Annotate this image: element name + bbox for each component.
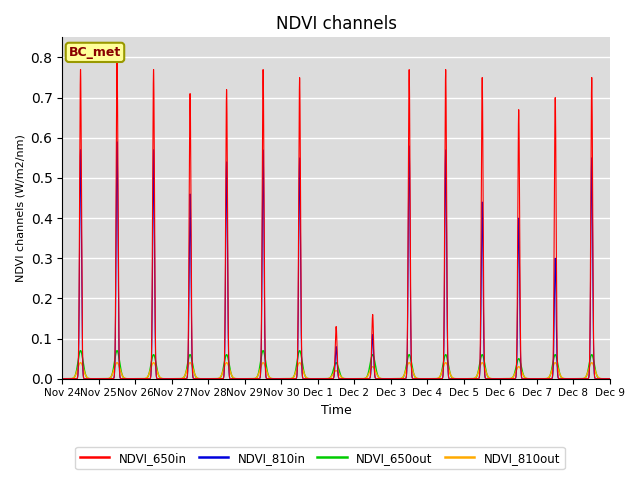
- NDVI_650out: [58, 376, 66, 382]
- NDVI_810out: [404, 361, 412, 367]
- NDVI_650in: [58, 376, 66, 382]
- Line: NDVI_810out: NDVI_810out: [62, 363, 640, 379]
- NDVI_650in: [523, 376, 531, 382]
- NDVI_650out: [492, 376, 499, 382]
- NDVI_650in: [429, 376, 437, 382]
- NDVI_810out: [88, 376, 95, 382]
- NDVI_810in: [113, 139, 121, 144]
- NDVI_810out: [270, 376, 278, 382]
- Y-axis label: NDVI channels (W/m2/nm): NDVI channels (W/m2/nm): [15, 134, 25, 282]
- NDVI_810in: [404, 267, 412, 273]
- NDVI_810in: [623, 376, 631, 382]
- X-axis label: Time: Time: [321, 404, 351, 417]
- NDVI_650in: [404, 231, 412, 237]
- Line: NDVI_810in: NDVI_810in: [62, 142, 640, 379]
- NDVI_650in: [88, 376, 95, 382]
- NDVI_810in: [58, 376, 66, 382]
- NDVI_650in: [492, 376, 499, 382]
- NDVI_810out: [77, 360, 84, 366]
- NDVI_810in: [429, 376, 437, 382]
- NDVI_810in: [492, 376, 499, 382]
- NDVI_810out: [58, 376, 66, 382]
- NDVI_650out: [77, 348, 84, 353]
- NDVI_650out: [404, 354, 412, 360]
- NDVI_810out: [492, 376, 499, 382]
- NDVI_650out: [523, 376, 531, 382]
- NDVI_810out: [429, 376, 437, 382]
- NDVI_650in: [623, 376, 631, 382]
- NDVI_650out: [88, 376, 95, 382]
- Text: BC_met: BC_met: [69, 46, 121, 59]
- NDVI_810in: [523, 376, 531, 382]
- Line: NDVI_650out: NDVI_650out: [62, 350, 640, 379]
- NDVI_650out: [429, 376, 437, 382]
- Line: NDVI_650in: NDVI_650in: [62, 58, 640, 379]
- NDVI_810in: [270, 376, 278, 382]
- NDVI_810out: [523, 375, 531, 381]
- NDVI_650out: [270, 376, 278, 382]
- NDVI_650in: [270, 376, 278, 382]
- Title: NDVI channels: NDVI channels: [276, 15, 397, 33]
- NDVI_650in: [113, 55, 121, 60]
- NDVI_810in: [88, 376, 95, 382]
- Legend: NDVI_650in, NDVI_810in, NDVI_650out, NDVI_810out: NDVI_650in, NDVI_810in, NDVI_650out, NDV…: [75, 447, 565, 469]
